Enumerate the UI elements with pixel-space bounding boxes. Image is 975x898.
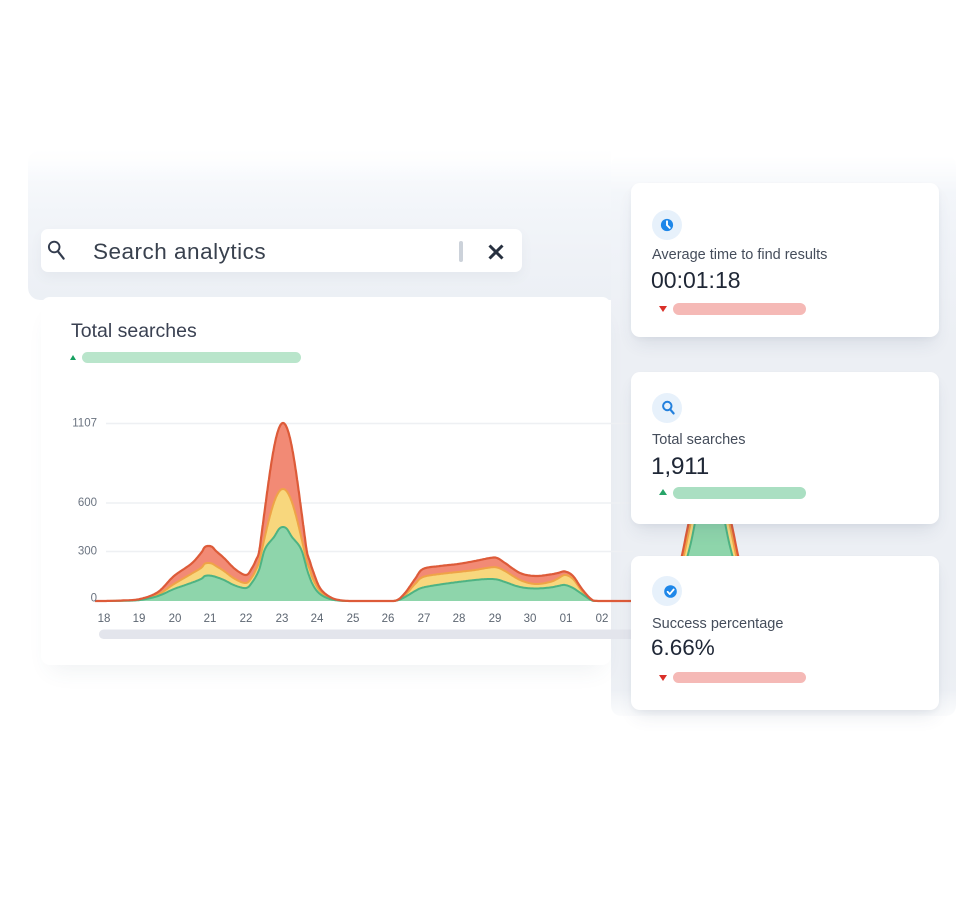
svg-text:23: 23 — [276, 613, 289, 625]
svg-text:25: 25 — [347, 613, 360, 625]
svg-text:20: 20 — [169, 613, 182, 625]
svg-text:21: 21 — [204, 613, 217, 625]
svg-text:01: 01 — [560, 613, 573, 625]
svg-text:600: 600 — [78, 497, 97, 509]
svg-text:300: 300 — [78, 546, 97, 558]
svg-text:18: 18 — [98, 613, 111, 625]
svg-text:24: 24 — [311, 613, 324, 625]
svg-text:26: 26 — [382, 613, 395, 625]
svg-text:1107: 1107 — [72, 418, 97, 430]
svg-text:19: 19 — [133, 613, 146, 625]
svg-text:0: 0 — [91, 593, 97, 605]
svg-text:22: 22 — [240, 613, 253, 625]
svg-text:27: 27 — [418, 613, 431, 625]
svg-text:29: 29 — [489, 613, 502, 625]
svg-text:28: 28 — [453, 613, 466, 625]
svg-text:30: 30 — [524, 613, 537, 625]
svg-text:02: 02 — [596, 613, 609, 625]
